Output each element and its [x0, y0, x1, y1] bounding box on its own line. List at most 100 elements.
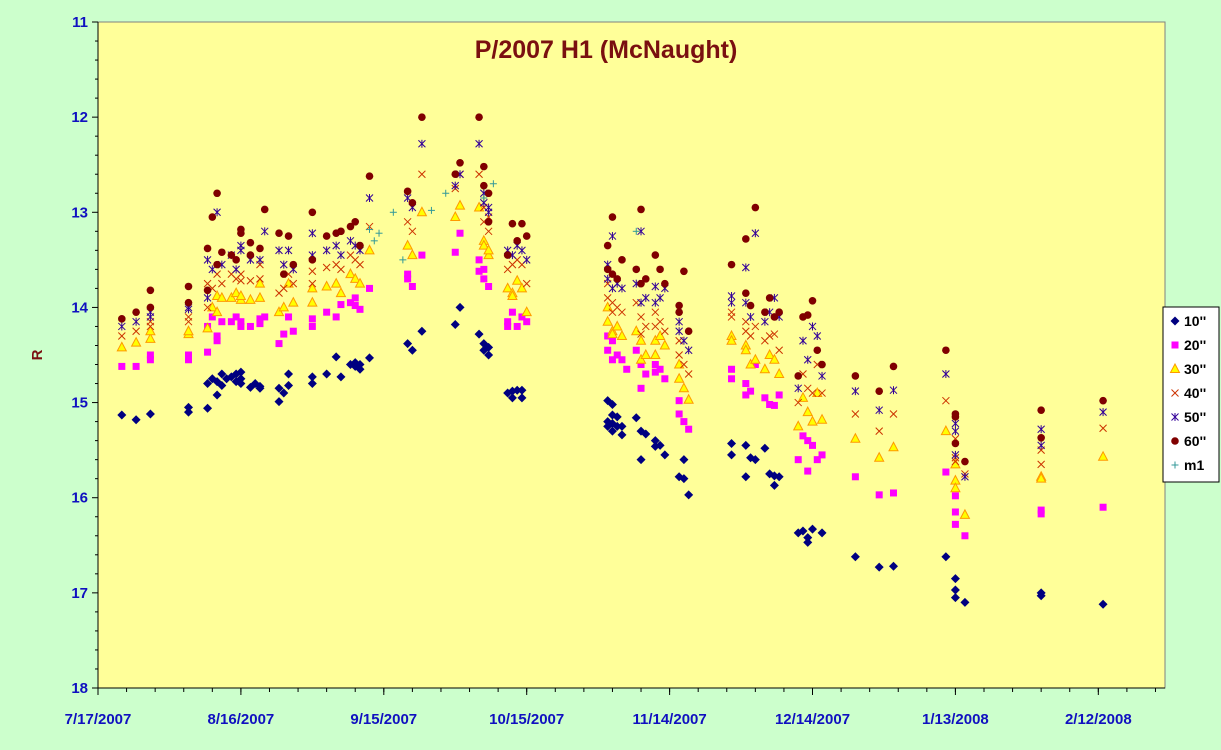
data-point	[661, 375, 669, 383]
data-point	[675, 351, 683, 359]
data-point	[132, 308, 140, 316]
data-point	[512, 385, 522, 395]
data-point	[616, 329, 628, 340]
data-point	[366, 284, 374, 292]
data-point	[761, 317, 769, 326]
data-point	[813, 331, 822, 340]
data-point	[1036, 591, 1046, 601]
data-point	[675, 327, 683, 336]
data-point	[684, 346, 693, 355]
data-point	[275, 229, 283, 238]
data-point	[750, 455, 760, 465]
data-point	[337, 251, 345, 260]
legend-marker	[1171, 437, 1179, 445]
data-point	[366, 225, 374, 233]
data-point	[604, 346, 612, 354]
data-point	[522, 279, 531, 288]
data-point	[523, 318, 531, 326]
data-point	[1037, 406, 1045, 414]
data-point	[818, 371, 826, 380]
data-point	[684, 490, 694, 500]
data-point	[256, 255, 264, 264]
data-point	[208, 313, 216, 321]
plot-area	[97, 21, 1166, 689]
y-tick-label: 11	[72, 14, 88, 31]
data-point	[942, 468, 950, 476]
data-point	[255, 383, 265, 393]
data-point	[518, 219, 526, 228]
data-point	[237, 241, 245, 250]
data-point	[631, 413, 641, 423]
data-point	[942, 370, 950, 379]
data-point	[483, 244, 494, 255]
data-point	[236, 374, 246, 384]
data-point	[961, 472, 969, 481]
data-point	[518, 246, 526, 255]
data-point	[246, 251, 255, 259]
data-point	[502, 282, 513, 293]
data-point	[337, 265, 345, 274]
data-point	[475, 267, 483, 275]
data-point	[673, 358, 685, 369]
data-point	[851, 410, 860, 418]
chart-title: P/2007 H1 (McNaught)	[475, 36, 738, 64]
data-point	[759, 363, 771, 374]
data-point	[404, 270, 412, 278]
data-point	[227, 318, 235, 326]
data-point	[307, 282, 318, 293]
data-point	[675, 317, 683, 326]
data-point	[285, 313, 293, 321]
data-point	[389, 208, 397, 216]
data-point	[1099, 396, 1107, 405]
data-point	[607, 426, 617, 436]
data-point	[766, 400, 774, 408]
data-point	[208, 213, 217, 221]
data-point	[651, 368, 659, 376]
data-point	[322, 369, 332, 379]
data-point	[603, 241, 612, 250]
data-point	[618, 284, 626, 293]
data-point	[331, 352, 341, 362]
data-point	[951, 450, 960, 459]
x-tick-label: 12/14/2007	[775, 711, 850, 728]
data-point	[951, 492, 959, 500]
data-point	[260, 227, 269, 236]
data-point	[741, 263, 750, 272]
data-point	[184, 407, 194, 417]
data-point	[851, 473, 859, 481]
data-point	[637, 330, 645, 338]
data-point	[741, 440, 751, 450]
data-point	[256, 320, 264, 328]
data-marks	[116, 113, 1109, 609]
data-point	[480, 265, 488, 273]
data-point	[656, 293, 664, 302]
data-point	[742, 380, 750, 388]
data-point	[275, 246, 283, 255]
data-point	[618, 356, 626, 364]
data-point	[279, 388, 289, 398]
data-point	[332, 241, 341, 250]
data-point	[802, 406, 814, 417]
data-point	[942, 346, 950, 355]
data-point	[206, 301, 218, 312]
series-2	[118, 229, 1107, 540]
data-point	[746, 332, 755, 340]
data-point	[236, 367, 246, 377]
data-point	[484, 218, 493, 226]
data-point	[246, 322, 254, 330]
data-point	[218, 318, 226, 326]
data-point	[1037, 460, 1046, 469]
data-point	[211, 306, 223, 317]
data-point	[365, 194, 374, 203]
data-point	[794, 456, 802, 464]
data-point	[741, 472, 751, 482]
data-point	[742, 289, 750, 297]
data-point	[797, 391, 809, 402]
data-point	[118, 362, 126, 370]
data-point	[484, 208, 493, 217]
data-point	[770, 330, 779, 338]
data-point	[728, 365, 736, 373]
data-point	[235, 289, 247, 301]
data-point	[1037, 510, 1045, 518]
data-point	[117, 332, 126, 340]
